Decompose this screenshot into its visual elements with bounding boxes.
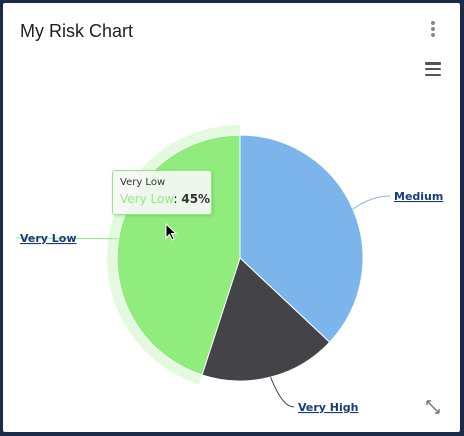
tooltip-value: 45% <box>181 192 211 206</box>
hamburger-menu-icon[interactable] <box>425 62 441 76</box>
connector-medium <box>352 195 391 210</box>
mouse-cursor-icon <box>165 223 178 241</box>
card-title: My Risk Chart <box>20 21 134 41</box>
connector-very-high <box>270 376 295 408</box>
tooltip-separator: : <box>173 192 182 206</box>
pie-slice-medium[interactable] <box>239 134 364 343</box>
tooltip-label: Very Low <box>120 192 174 206</box>
data-label-medium[interactable]: Medium <box>394 190 443 203</box>
tooltip-row: Very Low: 45% <box>120 190 210 208</box>
kebab-menu-icon[interactable] <box>427 19 439 39</box>
expand-icon[interactable] <box>426 400 440 414</box>
data-label-very-low[interactable]: Very Low <box>20 232 77 245</box>
connector-very-low <box>15 237 119 240</box>
pie-slice-very-high[interactable] <box>201 257 331 382</box>
chart-tooltip: Very Low Very Low: 45% <box>112 170 212 215</box>
risk-chart-card: My Risk Chart Medium Very High Very Low Ve… <box>3 3 460 432</box>
pie-chart: Medium Very High Very Low <box>15 125 443 414</box>
tooltip-header: Very Low <box>120 177 166 188</box>
data-label-very-high[interactable]: Very High <box>298 401 358 414</box>
